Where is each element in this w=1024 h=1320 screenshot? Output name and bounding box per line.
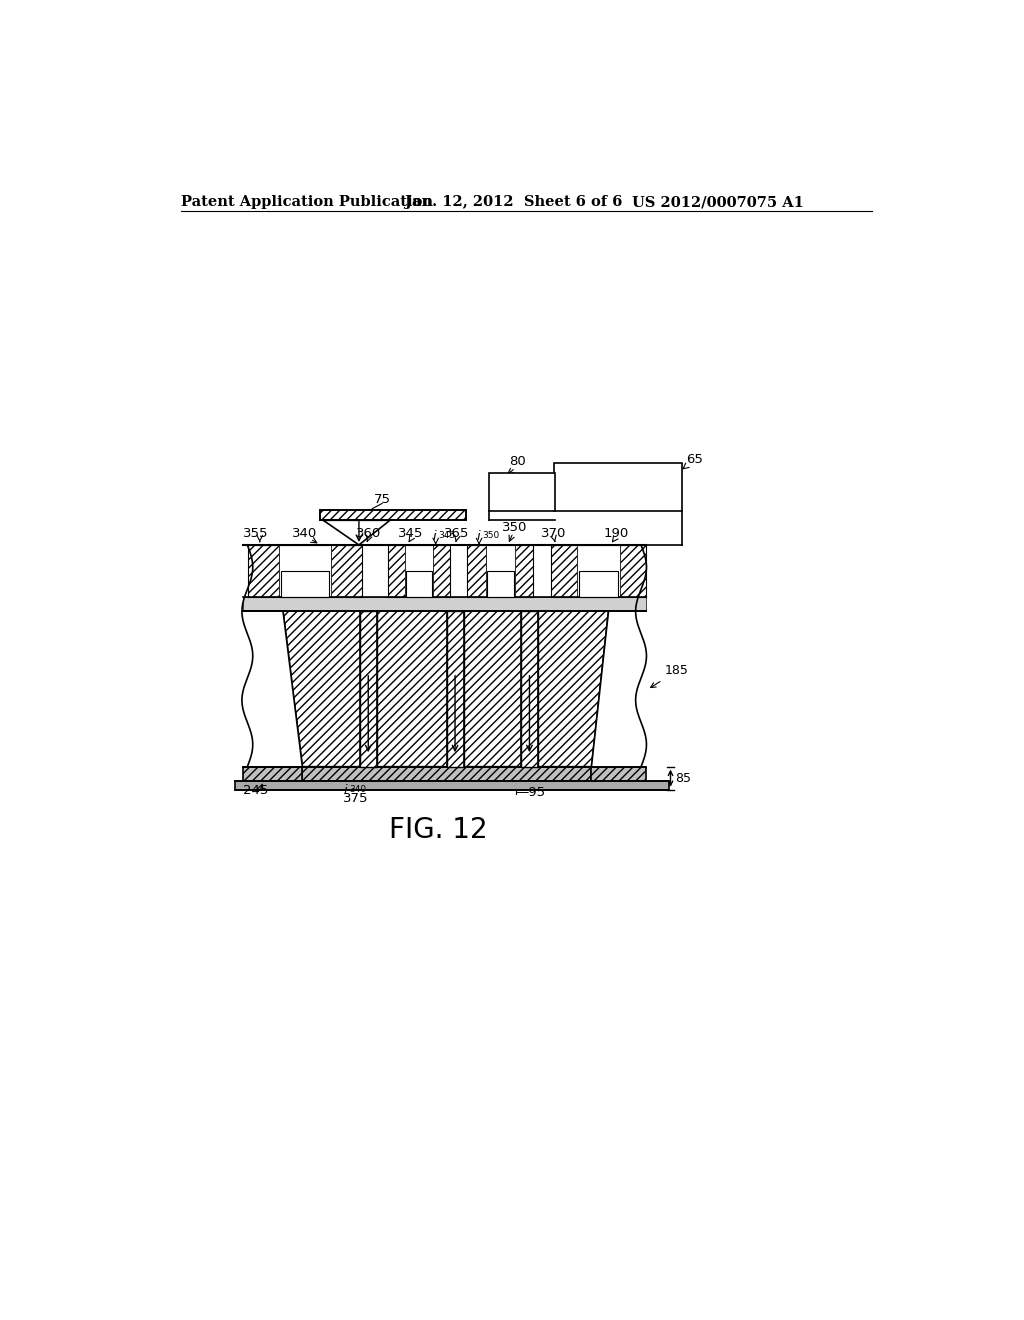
Polygon shape (283, 611, 608, 767)
Text: 370: 370 (541, 527, 566, 540)
Bar (407, 572, 431, 598)
Bar (248, 545, 280, 598)
Text: 65: 65 (686, 453, 702, 466)
Text: 360: 360 (355, 527, 381, 540)
Bar (592, 767, 646, 780)
Text: 190: 190 (603, 527, 629, 540)
Text: 245: 245 (243, 784, 268, 797)
Bar (243, 767, 302, 780)
Bar (578, 545, 620, 598)
Bar (388, 545, 404, 598)
Text: —95: —95 (515, 785, 546, 799)
Bar (331, 545, 362, 598)
Bar (487, 572, 514, 598)
Text: Jan. 12, 2012  Sheet 6 of 6: Jan. 12, 2012 Sheet 6 of 6 (406, 195, 623, 210)
Bar (515, 545, 534, 598)
Bar (467, 545, 485, 598)
Bar (281, 572, 329, 598)
Text: US 2012/0007075 A1: US 2012/0007075 A1 (632, 195, 804, 210)
Text: 350: 350 (482, 531, 500, 540)
Text: 345: 345 (398, 527, 424, 540)
Bar (280, 545, 331, 598)
Bar (243, 545, 646, 598)
Text: 85: 85 (675, 772, 691, 785)
Text: 365: 365 (444, 527, 469, 540)
Bar (243, 597, 646, 611)
Bar (446, 611, 464, 767)
Bar (489, 473, 555, 511)
Bar (551, 545, 578, 598)
Bar (620, 545, 646, 598)
Bar (485, 545, 515, 598)
Bar (579, 572, 618, 598)
Text: 375: 375 (343, 792, 369, 805)
Bar (321, 510, 466, 520)
Bar (234, 780, 669, 789)
Bar (404, 545, 433, 598)
Text: i: i (477, 531, 480, 544)
Bar (521, 611, 538, 767)
Bar (243, 597, 646, 611)
Text: 185: 185 (650, 664, 689, 688)
Text: 340: 340 (292, 527, 317, 540)
Polygon shape (243, 611, 302, 767)
Text: 355: 355 (243, 527, 268, 540)
Bar (433, 545, 451, 598)
Text: 340: 340 (349, 785, 366, 795)
Text: 350: 350 (502, 521, 527, 535)
Polygon shape (592, 611, 646, 767)
Text: 80: 80 (509, 455, 526, 467)
Bar (302, 767, 592, 780)
Text: Patent Application Publication: Patent Application Publication (180, 195, 433, 210)
Text: i: i (432, 531, 436, 544)
Text: FIG. 12: FIG. 12 (389, 816, 487, 843)
Text: i: i (343, 784, 347, 797)
Text: 75: 75 (374, 494, 391, 507)
Bar (359, 611, 377, 767)
Bar (554, 463, 682, 511)
Text: 345: 345 (438, 531, 455, 540)
